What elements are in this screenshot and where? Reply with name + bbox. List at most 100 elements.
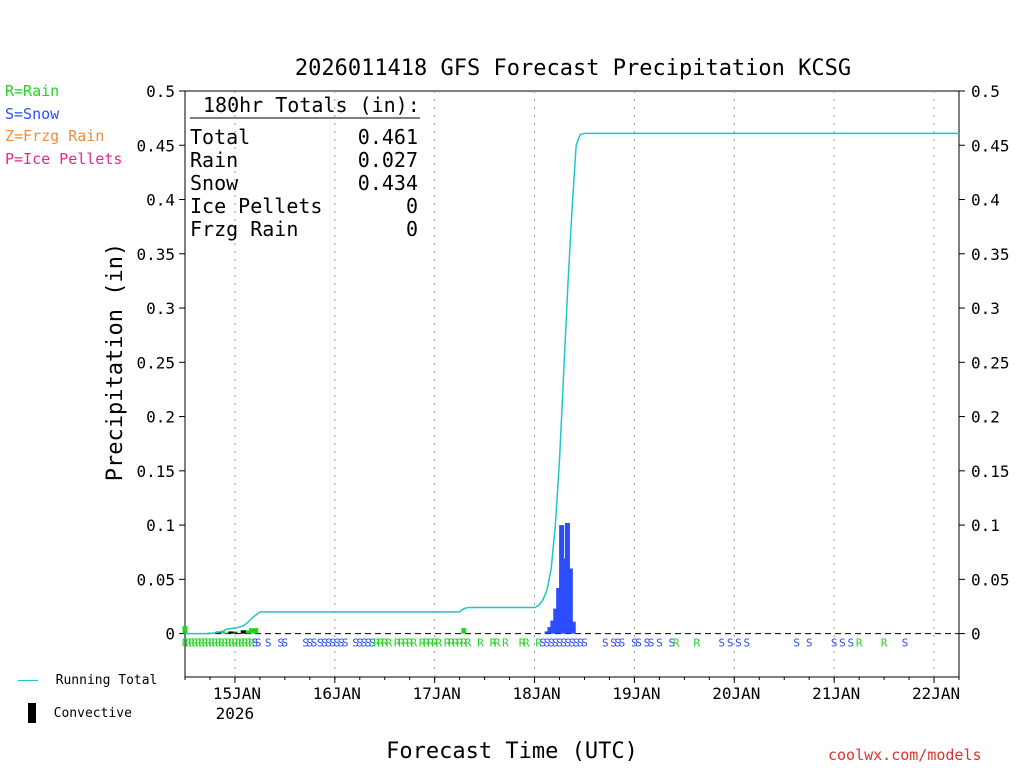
ptype-marker: S [718,637,725,650]
y-tick-label-left: 0.2 [146,408,175,427]
legend-frzg-rain: Z=Frzg Rain [5,127,104,145]
ptype-marker: R [386,637,393,650]
ptype-marker: R [198,637,205,650]
ptype-marker: R [419,637,426,650]
site-credit: coolwx.com/models [828,746,982,764]
ptype-marker: R [673,637,680,650]
y-tick-label-left: 0.3 [146,299,175,318]
precip-bar [553,608,559,634]
ptype-marker: S [902,637,909,650]
ptype-marker: R [411,637,418,650]
precip-bar [228,631,234,634]
ptype-marker: R [448,637,455,650]
ptype-marker: R [477,637,484,650]
x-tick-label: 19JAN [612,684,660,703]
ptype-marker: R [427,637,434,650]
ptype-marker: S [656,637,663,650]
ptype-marker: S [540,637,547,650]
precip-bar [567,568,573,634]
ptype-marker: S [265,637,272,650]
ptype-marker: S [577,637,584,650]
ptype-marker: S [560,637,567,650]
ptype-marker: R [238,637,245,650]
precip-bar [253,628,259,634]
ptype-marker: S [361,637,368,650]
convective-swatch [28,702,36,723]
precip-bar [224,632,230,634]
precip-bar [182,625,188,634]
totals-row-label: Ice Pellets [190,194,322,218]
ptype-marker: R [245,637,252,650]
ptype-marker: S [329,637,336,650]
precip-bar [240,630,246,634]
ptype-marker: R [490,637,497,650]
ptype-marker: S [569,637,576,650]
x-tick-sublabel: 2026 [216,704,255,723]
ptype-marker: S [573,637,580,650]
ptype-marker: R [856,637,863,650]
ptype-marker: R [431,637,438,650]
ptype-marker: R [222,637,229,650]
totals-row-label: Total [190,125,250,149]
precip-bar [461,628,467,634]
x-axis-label: Forecast Time (UTC) [386,739,638,764]
ptype-marker: R [444,637,451,650]
precip-bar [570,621,576,634]
ptype-marker: S [252,637,259,650]
ptype-marker: S [311,637,318,650]
ptype-marker: S [806,637,813,650]
ptype-marker: S [365,637,372,650]
ptype-marker: S [635,637,642,650]
ptype-marker: R [465,637,472,650]
precip-bar [547,627,553,634]
ptype-marker: R [502,637,509,650]
ptype-marker: R [535,637,542,650]
y-tick-label-right: 0.05 [971,570,1010,589]
x-tick-label: 18JAN [512,684,560,703]
ptype-marker: S [619,637,626,650]
precip-bar [232,632,238,634]
precip-bar [562,558,568,634]
ptype-marker: R [381,637,388,650]
ptype-marker: R [436,637,443,650]
totals-row-value: 0 [406,194,418,218]
running-total-line [185,132,959,635]
y-tick-label-right: 0.45 [971,136,1010,155]
ptype-marker: R [377,637,384,650]
ptype-marker: S [369,637,376,650]
y-tick-label-left: 0.5 [146,82,175,101]
ptype-marker: R [456,637,463,650]
totals-row-label: Frzg Rain [190,217,298,241]
legend-frzg-rain-label: Z=Frzg Rain [5,127,105,145]
ptype-marker: R [218,637,225,650]
ptype-marker: S [556,637,563,650]
ptype-marker: R [406,637,413,650]
ptype-marker: R [494,637,501,650]
ptype-marker: R [523,637,530,650]
totals-row-label: Snow [190,171,239,195]
ptype-marker: S [334,637,341,650]
ptype-marker: S [847,637,854,650]
legend-ice-pellets-label: P=Ice Pellets [5,150,123,168]
ptype-marker: S [839,637,846,650]
y-tick-label-right: 0.15 [971,462,1010,481]
x-tick-label: 16JAN [313,684,361,703]
ptype-marker: R [202,637,209,650]
convective-label: Convective [53,706,132,721]
y-tick-label-left: 0.15 [136,462,175,481]
ptype-marker: R [182,637,189,650]
ptype-marker: S [648,637,655,650]
ptype-marker: S [255,637,262,650]
x-tick-label: 17JAN [413,684,461,703]
precip-bar [559,525,565,634]
ptype-marker: R [225,637,232,650]
running-total-label: Running Total [55,673,158,688]
precip-bar [564,522,570,634]
ptype-marker: R [373,637,380,650]
totals-row-value: 0.027 [358,148,418,172]
ptype-marker: R [185,637,192,650]
totals-row-value: 0.461 [358,125,418,149]
ptype-marker: S [565,637,572,650]
convective-key: Convective [28,702,132,723]
